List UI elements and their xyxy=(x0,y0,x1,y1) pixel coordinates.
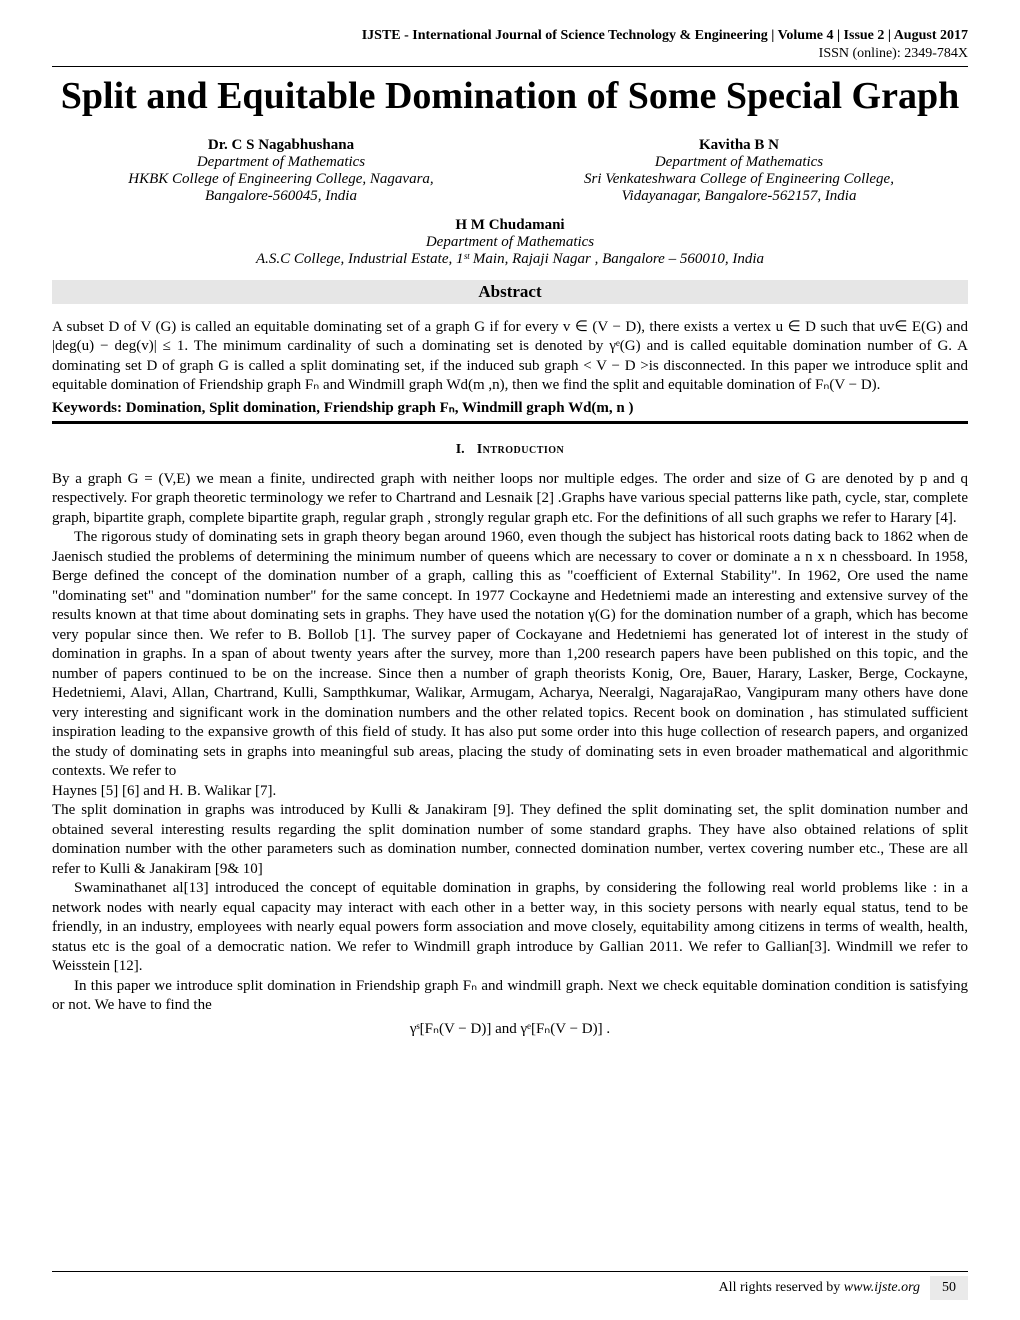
para-3: Haynes [5] [6] and H. B. Walikar [7]. xyxy=(52,782,968,802)
author-right-affil2: Vidayanagar, Bangalore-562157, India xyxy=(510,188,968,205)
author-left-name: Dr. C S Nagabhushana xyxy=(52,137,510,154)
paper-title: Split and Equitable Domination of Some S… xyxy=(52,75,968,119)
author-left-dept: Department of Mathematics xyxy=(52,154,510,171)
page-number: 50 xyxy=(930,1276,968,1300)
authors-row: Dr. C S Nagabhushana Department of Mathe… xyxy=(52,137,968,205)
section-heading-intro: I. Introduction xyxy=(52,442,968,458)
section-num: I. xyxy=(456,442,465,457)
author-left-affil1: HKBK College of Engineering College, Nag… xyxy=(52,171,510,188)
abstract-text: A subset D of V (G) is called an equitab… xyxy=(52,318,968,396)
keywords-label: Keywords: xyxy=(52,400,126,416)
para-5: Swaminathanet al[13] introduced the conc… xyxy=(52,879,968,977)
keywords-text: Domination, Split domination, Friendship… xyxy=(126,400,634,416)
author-right: Kavitha B N Department of Mathematics Sr… xyxy=(510,137,968,205)
footer-row: All rights reserved by www.ijste.org 50 xyxy=(52,1276,968,1300)
para-4: The split domination in graphs was intro… xyxy=(52,801,968,879)
footer-rights: All rights reserved by xyxy=(719,1280,844,1295)
author-right-dept: Department of Mathematics xyxy=(510,154,968,171)
equation: γˢ[Fₙ(V − D)] and γᵉ[Fₙ(V − D)] . xyxy=(52,1020,968,1040)
author-right-affil1: Sri Venkateshwara College of Engineering… xyxy=(510,171,968,188)
issn-line: ISSN (online): 2349-784X xyxy=(52,46,968,62)
para-2: The rigorous study of dominating sets in… xyxy=(52,528,968,782)
issn-text: ISSN (online): 2349-784X xyxy=(819,46,968,61)
keywords: Keywords: Domination, Split domination, … xyxy=(52,398,968,417)
footer-site: www.ijste.org xyxy=(844,1280,920,1295)
body-text: By a graph G = (V,E) we mean a finite, u… xyxy=(52,470,968,1040)
footer: All rights reserved by www.ijste.org 50 xyxy=(52,1271,968,1300)
author-right-name: Kavitha B N xyxy=(510,137,968,154)
para-1: By a graph G = (V,E) we mean a finite, u… xyxy=(52,470,968,529)
footer-rule xyxy=(52,1271,968,1272)
journal-header: IJSTE - International Journal of Science… xyxy=(52,28,968,44)
author-center-affil: A.S.C College, Industrial Estate, 1ˢᵗ Ma… xyxy=(52,251,968,268)
author-center-dept: Department of Mathematics xyxy=(52,234,968,251)
author-center-name: H M Chudamani xyxy=(52,217,968,234)
author-center: H M Chudamani Department of Mathematics … xyxy=(52,217,968,268)
header-rule xyxy=(52,66,968,67)
section-divider xyxy=(52,421,968,424)
footer-text: All rights reserved by www.ijste.org xyxy=(719,1280,920,1296)
author-left-affil2: Bangalore-560045, India xyxy=(52,188,510,205)
journal-name: IJSTE - International Journal of Science… xyxy=(362,28,968,43)
abstract-heading: Abstract xyxy=(52,280,968,304)
para-6: In this paper we introduce split dominat… xyxy=(52,977,968,1016)
section-title: Introduction xyxy=(477,442,565,457)
author-left: Dr. C S Nagabhushana Department of Mathe… xyxy=(52,137,510,205)
